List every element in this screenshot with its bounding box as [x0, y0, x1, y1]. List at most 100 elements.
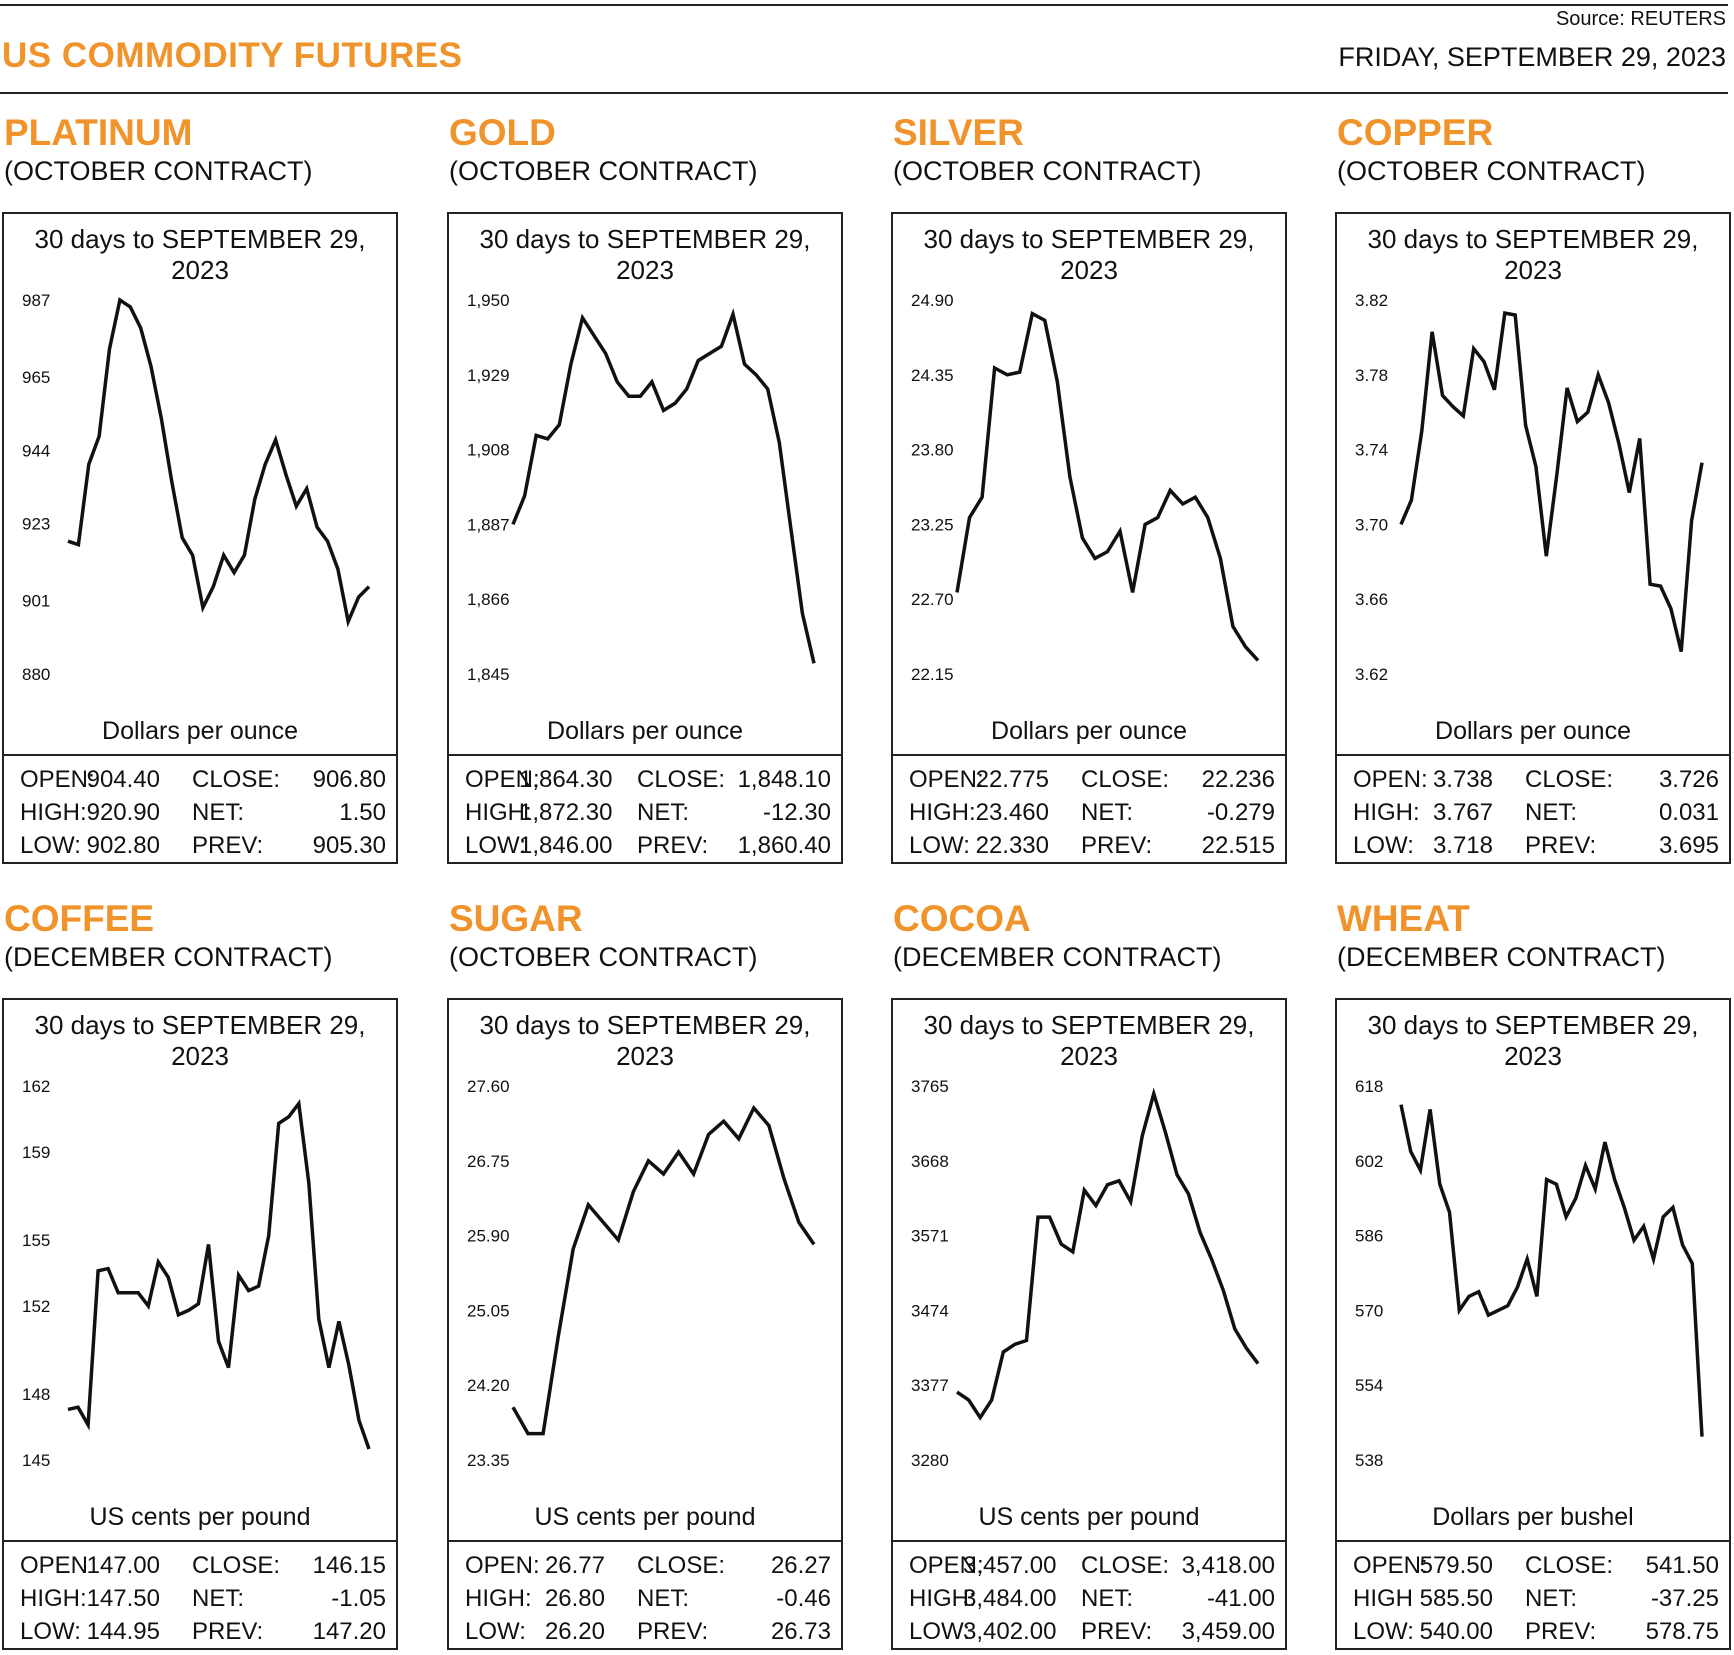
stat-value: 144.95 — [86, 1618, 160, 1645]
commodity-title: GOLD — [449, 112, 556, 153]
unit-label: Dollars per ounce — [991, 717, 1187, 745]
stat-label: PREV: — [637, 1618, 709, 1645]
stat-label: PREV: — [1525, 832, 1597, 859]
line-chart: 24.90 24.35 23.80 23.25 22.70 22.15 — [911, 291, 1260, 684]
y-tick-label: 880 — [22, 665, 50, 684]
chart-period-title: 30 days to SEPTEMBER 29, 2023 — [479, 224, 811, 285]
y-tick-label: 1,866 — [467, 590, 510, 609]
stat-label: NET: — [637, 1585, 690, 1612]
unit-label: US cents per pound — [89, 1503, 311, 1531]
y-tick-label: 602 — [1355, 1152, 1383, 1171]
stat-value: 3.767 — [1432, 799, 1493, 826]
stat-label: NET: — [192, 1585, 245, 1612]
commodity-title: WHEAT — [1337, 898, 1470, 939]
stat-label: HIGH: — [465, 799, 532, 826]
stat-label: HIGH: — [465, 1585, 532, 1612]
source-credit: Source: REUTERS — [1555, 8, 1726, 30]
chart-box: 30 days to SEPTEMBER 29, 2023 987 965 944 92… — [2, 212, 398, 864]
line-chart: 3.82 3.78 3.74 3.70 3.66 3.62 — [1355, 291, 1704, 684]
y-tick-label: 3.66 — [1355, 590, 1388, 609]
stat-label: PREV: — [192, 1618, 264, 1645]
commodity-title: COPPER — [1337, 112, 1494, 153]
price-series-line — [956, 1087, 1260, 1421]
stats-table: OPEN: 904.40 CLOSE: 906.80 HIGH: 920.90 NET: 1.… — [4, 754, 396, 866]
y-tick-label: 26.75 — [467, 1152, 510, 1171]
stat-value: 3.738 — [1432, 766, 1493, 793]
stat-value: 902.80 — [86, 832, 160, 859]
stat-value: -37.25 — [1650, 1585, 1719, 1612]
chart-box: 30 days to SEPTEMBER 29, 2023 3.82 3.78 3.7… — [1335, 212, 1731, 864]
price-series-line — [511, 1104, 816, 1436]
chart-period-title: 30 days to SEPTEMBER 29, 2023 — [34, 1010, 366, 1071]
commodity-title: SUGAR — [449, 898, 583, 939]
contract-subtitle: (OCTOBER CONTRACT) — [449, 942, 758, 972]
commodity-title: SILVER — [893, 112, 1024, 153]
stat-label: OPEN: — [465, 1552, 540, 1579]
stat-label: OPEN: — [909, 766, 984, 793]
stat-label: LOW: — [465, 1618, 526, 1645]
y-tick-label: 159 — [22, 1143, 50, 1162]
stat-value: 22.330 — [975, 832, 1049, 859]
y-tick-label: 22.70 — [911, 590, 954, 609]
stat-value: 22.775 — [975, 766, 1049, 793]
y-tick-label: 1,908 — [467, 441, 510, 460]
stat-value: 905.30 — [312, 832, 386, 859]
stat-label: LOW: — [909, 832, 970, 859]
stat-label: HIGH: — [909, 799, 976, 826]
stat-label: NET: — [1081, 799, 1134, 826]
chart-period-title: 30 days to SEPTEMBER 29, 2023 — [923, 1010, 1255, 1071]
panel-wheat: WHEAT (DECEMBER CONTRACT) 30 days to SEPTE… — [1335, 898, 1734, 1650]
stats-table: OPEN: 26.77 CLOSE: 26.27 HIGH: 26.80 NET: -0.46… — [449, 1540, 841, 1652]
stat-label: HIGH: — [20, 1585, 87, 1612]
price-series-line — [1399, 1104, 1704, 1437]
y-tick-label: 1,950 — [467, 291, 510, 310]
stat-label: OPEN: — [1353, 766, 1428, 793]
stat-label: OPEN — [20, 1552, 89, 1579]
y-tick-label: 3.70 — [1355, 515, 1388, 534]
unit-label: Dollars per ounce — [102, 717, 298, 745]
stat-value: 3,484.00 — [963, 1585, 1057, 1612]
y-tick-label: 27.60 — [467, 1077, 510, 1096]
line-chart: 987 965 944 923 901 880 — [22, 291, 371, 684]
stat-value: 147.50 — [86, 1585, 160, 1612]
stat-label: LOW: — [465, 832, 526, 859]
panel-cocoa: COCOA (DECEMBER CONTRACT) 30 days to SEPTE… — [891, 898, 1291, 1650]
stat-label: NET: — [1081, 1585, 1134, 1612]
panel-gold: GOLD (OCTOBER CONTRACT) 30 days to SEPTEMB… — [447, 112, 847, 864]
line-chart: 27.60 26.75 25.90 25.05 24.20 23.35 — [467, 1077, 816, 1470]
unit-label: US cents per pound — [978, 1503, 1200, 1531]
stat-value: -0.46 — [776, 1585, 831, 1612]
chart-box: 30 days to SEPTEMBER 29, 2023 3765 3668 357… — [891, 998, 1287, 1650]
y-tick-label: 152 — [22, 1297, 50, 1316]
contract-subtitle: (DECEMBER CONTRACT) — [893, 942, 1222, 972]
stat-value: 26.80 — [544, 1585, 605, 1612]
stat-value: 22.515 — [1201, 832, 1275, 859]
stat-label: LOW: — [20, 1618, 81, 1645]
chart-period-title: 30 days to SEPTEMBER 29, 2023 — [34, 224, 366, 285]
y-tick-label: 1,845 — [467, 665, 510, 684]
price-series-line — [511, 308, 816, 664]
y-tick-label: 923 — [22, 515, 50, 534]
line-chart: 618 602 586 570 554 538 — [1355, 1077, 1704, 1470]
panel-platinum: PLATINUM (OCTOBER CONTRACT) 30 days to SEP… — [2, 112, 402, 864]
contract-subtitle: (OCTOBER CONTRACT) — [1337, 156, 1646, 186]
stat-value: -1.05 — [331, 1585, 386, 1612]
chart-period-title: 30 days to SEPTEMBER 29, 2023 — [923, 224, 1255, 285]
chart-period-title: 30 days to SEPTEMBER 29, 2023 — [1367, 224, 1699, 285]
stat-value: 3,402.00 — [963, 1618, 1057, 1645]
stat-value: 540.00 — [1419, 1618, 1493, 1645]
stat-value: 3.726 — [1658, 766, 1719, 793]
y-tick-label: 944 — [22, 441, 50, 460]
stat-label: NET: — [1525, 1585, 1578, 1612]
stats-table: OPEN: 3,457.00 CLOSE: 3,418.00 HIGH: 3,484.00… — [893, 1540, 1285, 1652]
y-tick-label: 3.74 — [1355, 441, 1388, 460]
stat-label: CLOSE: — [1525, 766, 1614, 793]
stats-table: OPEN 147.00 CLOSE: 146.15 HIGH: 147.50 NET: -1.… — [4, 1540, 396, 1652]
panel-coffee: COFFEE (DECEMBER CONTRACT) 30 days to SEPT… — [2, 898, 402, 1650]
y-tick-label: 23.80 — [911, 441, 954, 460]
stat-value: 1,860.40 — [737, 832, 831, 859]
stat-label: OPEN: — [465, 766, 540, 793]
contract-subtitle: (DECEMBER CONTRACT) — [4, 942, 333, 972]
y-tick-label: 901 — [22, 592, 50, 611]
y-tick-label: 148 — [22, 1385, 50, 1404]
